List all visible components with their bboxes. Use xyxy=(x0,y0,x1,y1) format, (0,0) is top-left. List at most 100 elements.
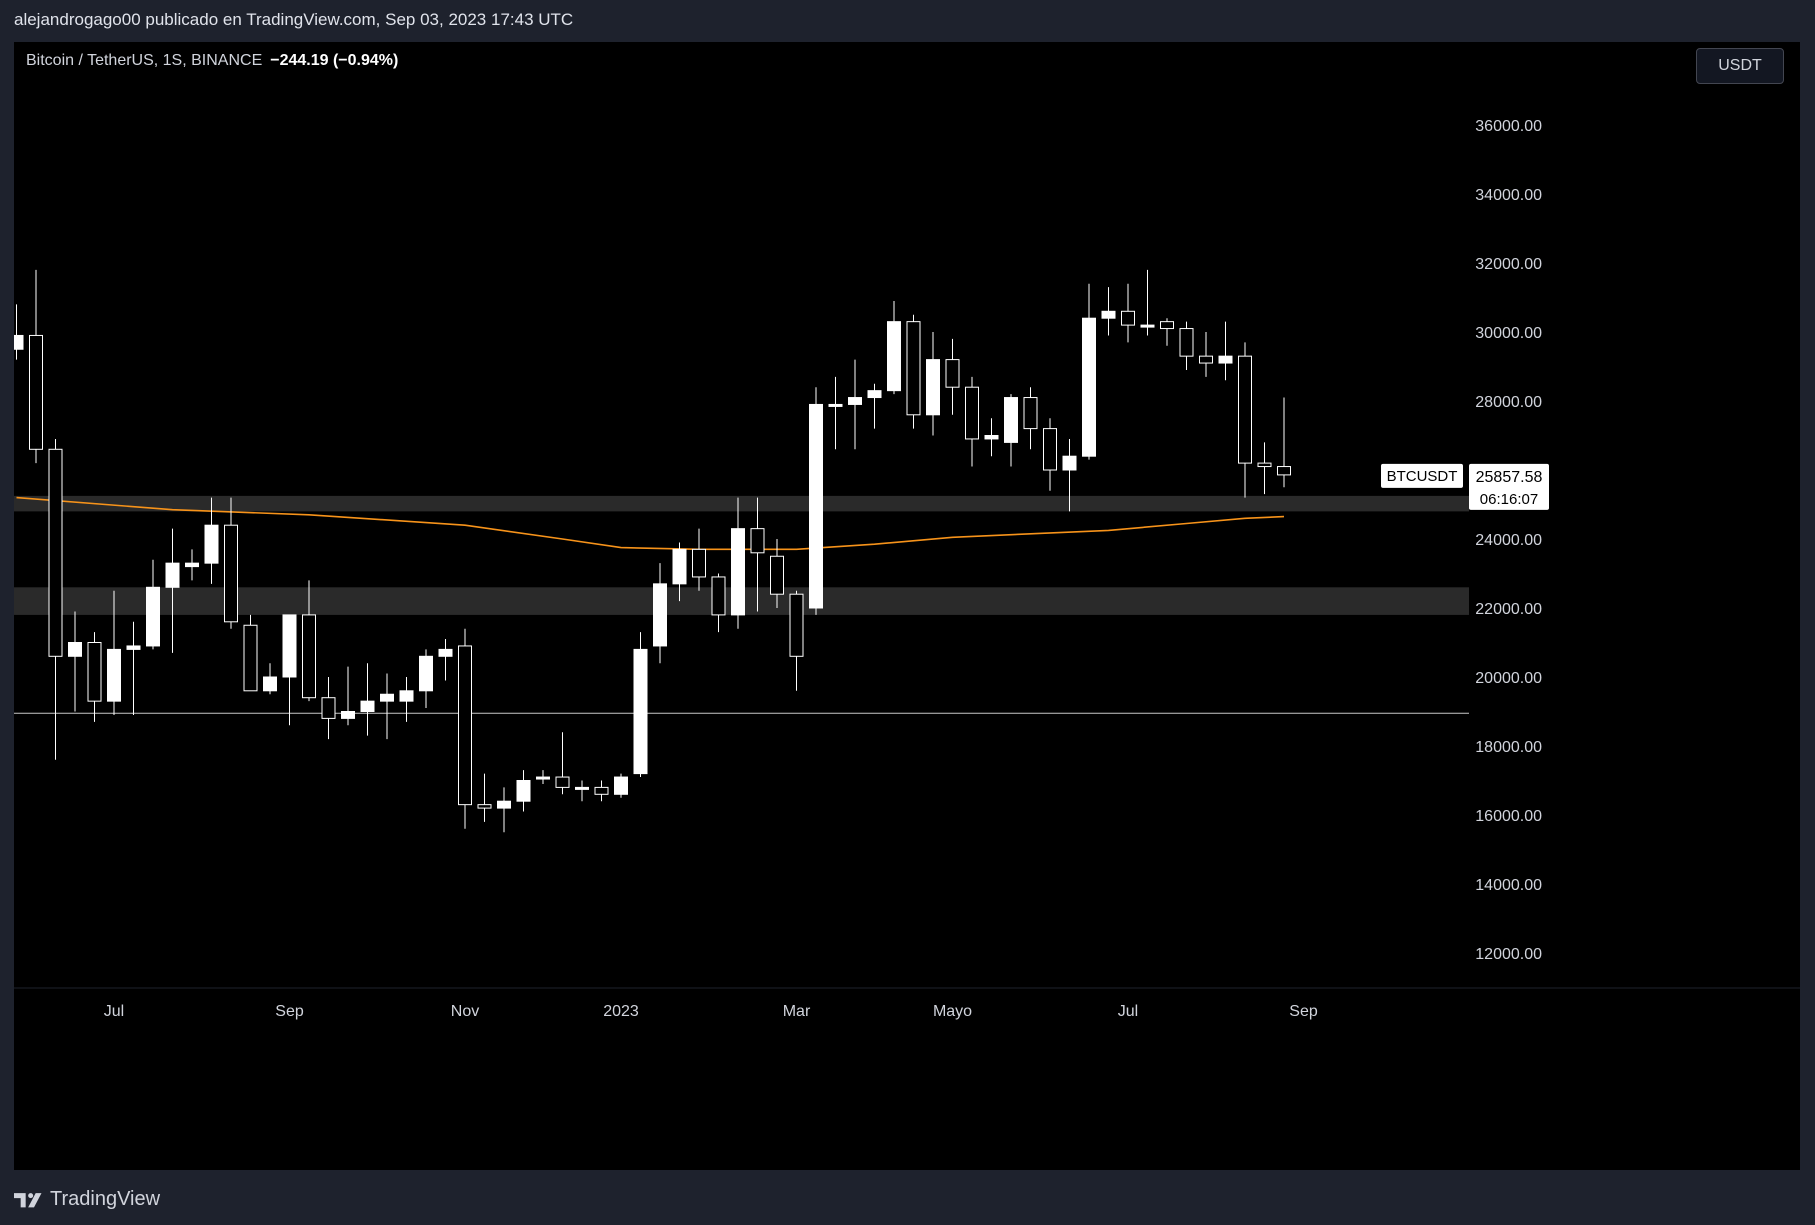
candle xyxy=(926,332,940,436)
candle xyxy=(692,528,706,591)
candle xyxy=(497,787,511,833)
candle xyxy=(1082,283,1096,460)
x-tick-label: Mayo xyxy=(933,1003,972,1020)
candle xyxy=(1160,318,1174,346)
y-tick-label: 16000.00 xyxy=(1475,808,1542,825)
candle xyxy=(165,528,180,653)
x-tick-label: Nov xyxy=(451,1003,479,1020)
candle xyxy=(477,773,492,822)
candle xyxy=(1257,442,1272,495)
symbol-legend: Bitcoin / TetherUS, 1S, BINANCE −244.19 (… xyxy=(26,52,398,70)
candle xyxy=(1101,287,1116,336)
candle xyxy=(575,780,589,802)
candle xyxy=(516,770,531,812)
candle xyxy=(828,376,843,450)
candle xyxy=(614,773,628,798)
candle xyxy=(419,649,433,709)
candle xyxy=(731,497,745,629)
candle xyxy=(360,663,375,736)
last-price-tag xyxy=(1469,463,1549,510)
candle xyxy=(185,549,199,581)
candle xyxy=(1062,438,1077,512)
candle xyxy=(1199,332,1213,377)
candle xyxy=(711,573,726,633)
candle xyxy=(204,497,219,584)
candle xyxy=(302,580,316,702)
y-tick-label: 30000.00 xyxy=(1475,325,1542,342)
publish-info: alejandrogago00 publicado en TradingView… xyxy=(14,10,574,29)
candle xyxy=(887,300,901,395)
y-tick-label: 32000.00 xyxy=(1475,256,1542,273)
candle xyxy=(536,770,550,784)
candle xyxy=(1004,394,1018,467)
candle xyxy=(146,559,160,650)
candle xyxy=(1121,283,1135,343)
candle xyxy=(672,542,687,602)
candle xyxy=(438,639,453,681)
price-change: −244.19 (−0.94%) xyxy=(270,52,399,69)
x-tick-label: 2023 xyxy=(603,1003,639,1020)
candle xyxy=(789,590,804,691)
candle xyxy=(1140,269,1155,336)
candle xyxy=(1218,321,1233,381)
candle xyxy=(263,663,277,695)
bar-countdown: 06:16:07 xyxy=(1480,491,1538,508)
candle xyxy=(653,563,667,664)
x-tick-label: Mar xyxy=(783,1003,811,1020)
y-tick-label: 12000.00 xyxy=(1475,946,1542,963)
candle xyxy=(770,539,784,608)
x-tick-label: Jul xyxy=(104,1003,124,1020)
candlestick-chart[interactable]: 12000.00 14000.00 16000.00 18000.00 20000.00… xyxy=(14,42,1800,1170)
candle xyxy=(1179,321,1194,370)
candle xyxy=(1043,418,1057,491)
candle xyxy=(224,497,238,629)
candle xyxy=(14,304,24,360)
candle xyxy=(87,632,102,722)
candle xyxy=(555,732,570,795)
tradingview-logo-icon xyxy=(14,1193,42,1208)
candle xyxy=(848,359,862,450)
candle xyxy=(341,666,355,726)
symbol-line: Bitcoin / TetherUS, 1S, BINANCE xyxy=(26,52,263,69)
candle xyxy=(282,614,297,726)
footer-brand: TradingView xyxy=(50,1187,161,1210)
y-tick-label: 28000.00 xyxy=(1475,394,1542,411)
y-tick-label: 36000.00 xyxy=(1475,118,1542,135)
candle xyxy=(1238,342,1252,498)
moving-average-line xyxy=(16,496,1285,551)
candle xyxy=(809,387,823,615)
candle xyxy=(965,376,979,467)
candle xyxy=(945,338,960,415)
candle xyxy=(1023,387,1038,450)
y-tick-label: 24000.00 xyxy=(1475,532,1542,549)
candle xyxy=(1277,397,1291,488)
y-tick-label: 34000.00 xyxy=(1475,187,1542,204)
candle xyxy=(68,611,82,712)
y-tick-label: 22000.00 xyxy=(1475,601,1542,618)
price-axis-area xyxy=(1469,42,1800,1170)
footer: TradingView xyxy=(14,1184,160,1214)
y-tick-label: 18000.00 xyxy=(1475,739,1542,756)
candle xyxy=(984,418,999,457)
candle xyxy=(380,673,394,740)
candle xyxy=(126,621,141,715)
candle xyxy=(321,677,336,740)
candle xyxy=(458,628,472,829)
candle xyxy=(107,590,121,715)
candle xyxy=(243,614,258,692)
x-tick-label: Sep xyxy=(275,1003,304,1020)
chart-pane[interactable]: 12000.00 14000.00 16000.00 18000.00 20000.00… xyxy=(14,42,1800,1170)
candle xyxy=(867,383,882,429)
candle xyxy=(29,269,43,464)
y-tick-label: 14000.00 xyxy=(1475,877,1542,894)
currency-button[interactable]: USDT xyxy=(1696,48,1784,84)
last-price-value: 25857.58 xyxy=(1476,469,1543,486)
candle xyxy=(399,677,414,722)
candle xyxy=(48,438,63,760)
x-tick-label: Sep xyxy=(1289,1003,1318,1020)
candle xyxy=(906,314,921,429)
candle xyxy=(594,780,609,802)
y-tick-label: 20000.00 xyxy=(1475,670,1542,687)
x-tick-label: Jul xyxy=(1118,1003,1138,1020)
candle xyxy=(633,632,648,778)
